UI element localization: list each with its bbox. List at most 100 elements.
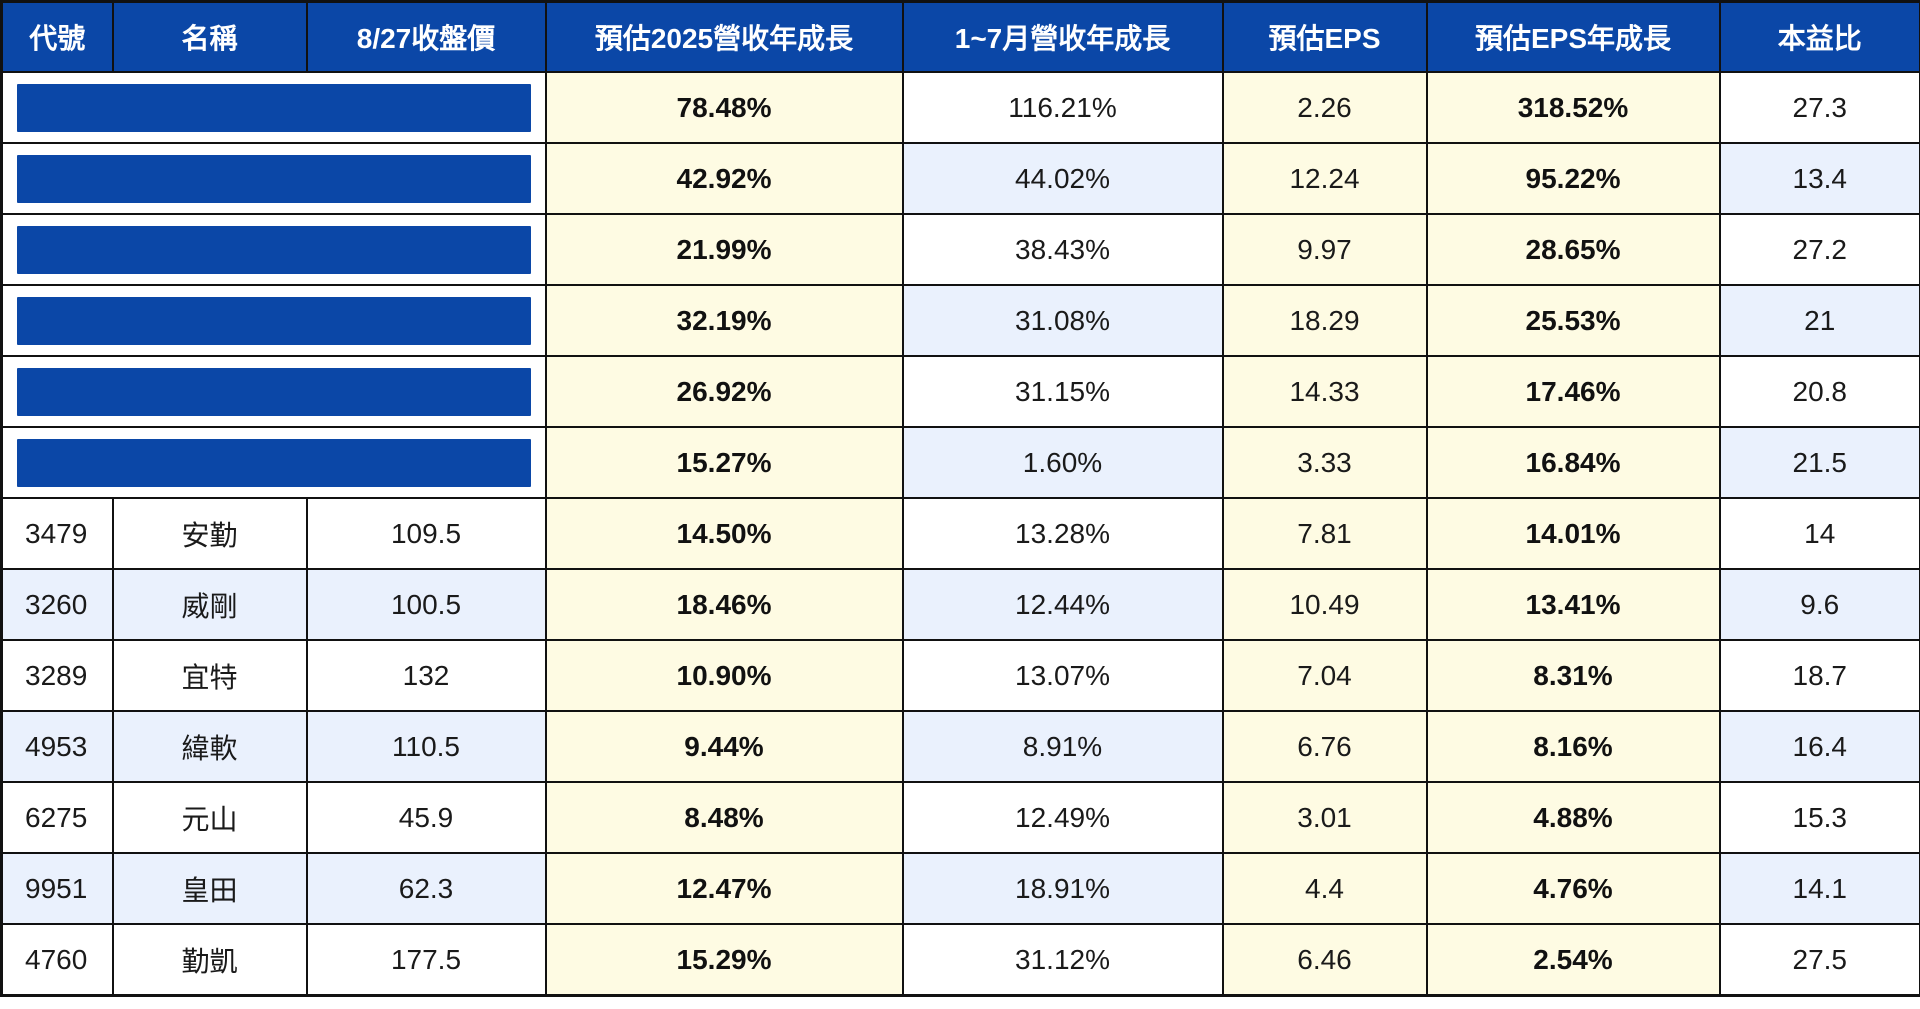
eps-estimate-cell: 9.97 <box>1221 213 1428 286</box>
revenue-growth-jan-jul-cell: 31.15% <box>901 355 1224 428</box>
revenue-growth-2025e-cell: 14.50% <box>544 497 904 570</box>
stock-name-cell: 安勤 <box>111 497 308 570</box>
pe-ratio-cell: 27.3 <box>1718 71 1920 144</box>
revenue-growth-2025e-cell: 21.99% <box>544 213 904 286</box>
eps-estimate-cell: 7.04 <box>1221 639 1428 712</box>
revenue-growth-2025e-cell: 12.47% <box>544 852 904 925</box>
eps-growth-cell: 16.84% <box>1425 426 1721 499</box>
close-price-cell: 109.5 <box>305 497 547 570</box>
stock-name-cell: 勤凱 <box>111 923 308 997</box>
eps-estimate-cell: 12.24 <box>1221 142 1428 215</box>
eps-growth-cell: 14.01% <box>1425 497 1721 570</box>
close-price-cell: 45.9 <box>305 781 547 854</box>
table-row: 3260 威剛 100.5 18.46% 12.44% 10.49 13.41% 9.6 <box>0 568 1920 641</box>
stock-name-cell: 威剛 <box>111 568 308 641</box>
eps-estimate-cell: 4.4 <box>1221 852 1428 925</box>
table-row: 78.48% 116.21% 2.26 318.52% 27.3 <box>0 71 1920 144</box>
revenue-growth-jan-jul-cell: 31.12% <box>901 923 1224 997</box>
pe-ratio-cell: 13.4 <box>1718 142 1920 215</box>
redacted-stock-info <box>0 426 547 499</box>
revenue-growth-jan-jul-cell: 18.91% <box>901 852 1224 925</box>
redacted-stock-info <box>0 355 547 428</box>
eps-estimate-cell: 3.33 <box>1221 426 1428 499</box>
column-header-close-price: 8/27收盤價 <box>305 0 547 73</box>
eps-estimate-cell: 6.76 <box>1221 710 1428 783</box>
column-header-name: 名稱 <box>111 0 308 73</box>
redaction-bar <box>17 438 531 487</box>
stock-name-cell: 元山 <box>111 781 308 854</box>
stock-name-cell: 皇田 <box>111 852 308 925</box>
pe-ratio-cell: 20.8 <box>1718 355 1920 428</box>
table-row: 32.19% 31.08% 18.29 25.53% 21 <box>0 284 1920 357</box>
table-body: 78.48% 116.21% 2.26 318.52% 27.3 42.92% 44.02%… <box>0 71 1920 997</box>
stock-code-cell: 6275 <box>0 781 114 854</box>
stock-code-cell: 3260 <box>0 568 114 641</box>
revenue-growth-2025e-cell: 78.48% <box>544 71 904 144</box>
table-row: 6275 元山 45.9 8.48% 12.49% 3.01 4.88% 15.3 <box>0 781 1920 854</box>
redaction-bar <box>17 154 531 203</box>
eps-growth-cell: 13.41% <box>1425 568 1721 641</box>
table-row: 4760 勤凱 177.5 15.29% 31.12% 6.46 2.54% 27.5 <box>0 923 1920 997</box>
pe-ratio-cell: 21 <box>1718 284 1920 357</box>
eps-estimate-cell: 18.29 <box>1221 284 1428 357</box>
eps-growth-cell: 17.46% <box>1425 355 1721 428</box>
column-header-eps-estimate: 預估EPS <box>1221 0 1428 73</box>
pe-ratio-cell: 27.2 <box>1718 213 1920 286</box>
table-header-row: 代號 名稱 8/27收盤價 預估2025營收年成長 1~7月營收年成長 預估EP… <box>0 0 1920 73</box>
eps-growth-cell: 25.53% <box>1425 284 1721 357</box>
revenue-growth-jan-jul-cell: 1.60% <box>901 426 1224 499</box>
close-price-cell: 177.5 <box>305 923 547 997</box>
column-header-revenue-growth-2025e: 預估2025營收年成長 <box>544 0 904 73</box>
table-row: 21.99% 38.43% 9.97 28.65% 27.2 <box>0 213 1920 286</box>
redacted-stock-info <box>0 71 547 144</box>
eps-growth-cell: 2.54% <box>1425 923 1721 997</box>
eps-estimate-cell: 7.81 <box>1221 497 1428 570</box>
revenue-growth-jan-jul-cell: 12.49% <box>901 781 1224 854</box>
redacted-stock-info <box>0 213 547 286</box>
eps-growth-cell: 95.22% <box>1425 142 1721 215</box>
redaction-bar <box>17 367 531 416</box>
pe-ratio-cell: 15.3 <box>1718 781 1920 854</box>
revenue-growth-2025e-cell: 10.90% <box>544 639 904 712</box>
stock-code-cell: 4953 <box>0 710 114 783</box>
eps-estimate-cell: 3.01 <box>1221 781 1428 854</box>
pe-ratio-cell: 14 <box>1718 497 1920 570</box>
stock-code-cell: 3479 <box>0 497 114 570</box>
table-row: 4953 緯軟 110.5 9.44% 8.91% 6.76 8.16% 16.4 <box>0 710 1920 783</box>
eps-growth-cell: 4.76% <box>1425 852 1721 925</box>
eps-growth-cell: 4.88% <box>1425 781 1721 854</box>
table-row: 3289 宜特 132 10.90% 13.07% 7.04 8.31% 18.7 <box>0 639 1920 712</box>
revenue-growth-2025e-cell: 8.48% <box>544 781 904 854</box>
eps-estimate-cell: 2.26 <box>1221 71 1428 144</box>
revenue-growth-jan-jul-cell: 38.43% <box>901 213 1224 286</box>
pe-ratio-cell: 21.5 <box>1718 426 1920 499</box>
revenue-growth-jan-jul-cell: 8.91% <box>901 710 1224 783</box>
revenue-growth-2025e-cell: 32.19% <box>544 284 904 357</box>
close-price-cell: 100.5 <box>305 568 547 641</box>
close-price-cell: 132 <box>305 639 547 712</box>
revenue-growth-jan-jul-cell: 44.02% <box>901 142 1224 215</box>
revenue-growth-jan-jul-cell: 13.28% <box>901 497 1224 570</box>
eps-growth-cell: 8.31% <box>1425 639 1721 712</box>
revenue-growth-2025e-cell: 26.92% <box>544 355 904 428</box>
revenue-growth-2025e-cell: 9.44% <box>544 710 904 783</box>
eps-estimate-cell: 10.49 <box>1221 568 1428 641</box>
table-row: 42.92% 44.02% 12.24 95.22% 13.4 <box>0 142 1920 215</box>
column-header-code: 代號 <box>0 0 114 73</box>
redacted-stock-info <box>0 284 547 357</box>
revenue-growth-jan-jul-cell: 12.44% <box>901 568 1224 641</box>
revenue-growth-jan-jul-cell: 13.07% <box>901 639 1224 712</box>
close-price-cell: 110.5 <box>305 710 547 783</box>
pe-ratio-cell: 9.6 <box>1718 568 1920 641</box>
close-price-cell: 62.3 <box>305 852 547 925</box>
stock-name-cell: 宜特 <box>111 639 308 712</box>
pe-ratio-cell: 18.7 <box>1718 639 1920 712</box>
pe-ratio-cell: 16.4 <box>1718 710 1920 783</box>
eps-growth-cell: 8.16% <box>1425 710 1721 783</box>
stock-code-cell: 3289 <box>0 639 114 712</box>
pe-ratio-cell: 14.1 <box>1718 852 1920 925</box>
pe-ratio-cell: 27.5 <box>1718 923 1920 997</box>
revenue-growth-2025e-cell: 42.92% <box>544 142 904 215</box>
redaction-bar <box>17 296 531 345</box>
